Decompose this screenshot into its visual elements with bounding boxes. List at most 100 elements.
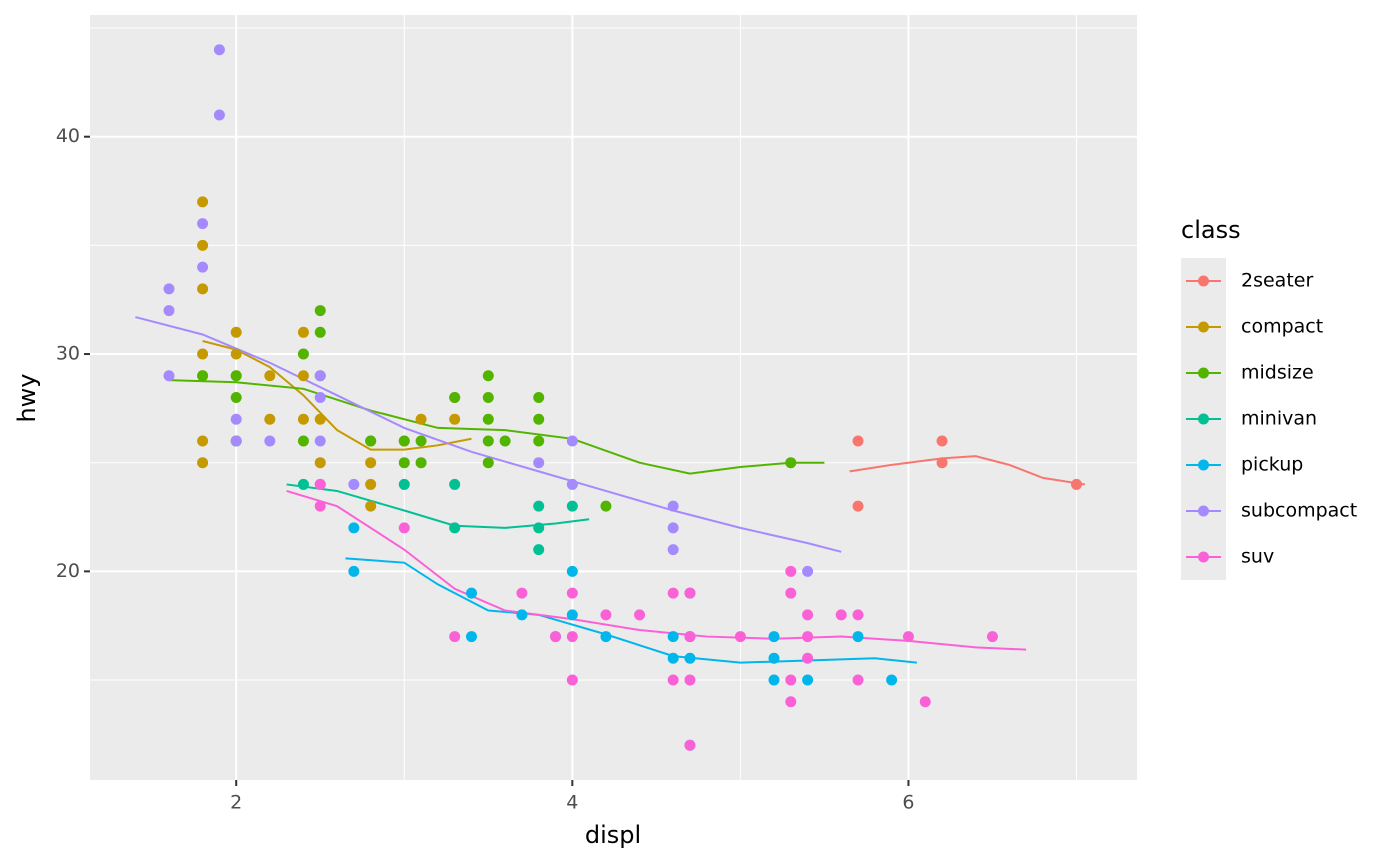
point [365,478,377,490]
point [449,631,461,643]
point [465,587,477,599]
point [415,457,427,469]
point [482,435,494,447]
point [533,500,545,512]
y-tick-label: 30 [56,343,80,365]
point [936,457,948,469]
point [449,522,461,534]
point [197,239,209,251]
x-tick-label: 6 [902,792,914,814]
legend-key-point [1198,413,1209,425]
point [516,609,528,621]
point [802,609,814,621]
point [566,565,578,577]
point [297,348,309,360]
point [919,696,931,708]
point [213,44,225,56]
point [314,500,326,512]
legend-title: class [1181,216,1241,244]
point [230,435,242,447]
legend-label: pickup [1241,454,1303,476]
point [734,631,746,643]
point [230,413,242,425]
point [230,348,242,360]
point [566,500,578,512]
point [902,631,914,643]
point [465,631,477,643]
legend-key-point [1198,321,1209,333]
point [533,392,545,403]
point [667,674,679,686]
point [482,370,494,382]
legend-label: minivan [1241,408,1317,430]
point [852,631,864,643]
point [415,435,427,447]
point [499,435,511,447]
point [802,652,814,664]
point [297,435,309,447]
y-tick-label: 40 [56,125,80,147]
point [667,587,679,599]
legend-label: compact [1241,316,1323,338]
point [566,674,578,686]
point [197,348,209,360]
point [684,674,696,686]
point [264,370,276,382]
point [566,435,578,447]
point [600,500,612,512]
point [314,435,326,447]
point [667,522,679,534]
point [314,305,326,317]
smooth-line [202,340,472,451]
point [634,609,646,621]
point [835,609,847,621]
point [600,609,612,621]
point [785,565,797,577]
x-axis-title: displ [585,821,641,849]
point [348,565,360,577]
point [667,652,679,664]
point [684,587,696,599]
point [213,109,225,121]
point [684,652,696,664]
point [684,631,696,643]
point [802,674,814,686]
point [365,457,377,469]
point [533,522,545,534]
point [398,478,410,490]
point [449,478,461,490]
point [936,435,948,447]
point [1070,478,1082,490]
legend-key-point [1198,275,1209,287]
point [348,478,360,490]
point [550,631,562,643]
point [886,674,898,686]
point [365,435,377,447]
point [533,457,545,469]
point [449,392,461,403]
point [667,500,679,512]
point [566,609,578,621]
panel [90,15,1137,780]
point [314,478,326,490]
point [802,565,814,577]
legend-label: subcompact [1241,500,1357,522]
point [348,522,360,534]
point [297,326,309,338]
legend-key-point [1198,367,1209,379]
point [264,435,276,447]
legend-key-point [1198,505,1209,517]
point [197,218,209,230]
point [566,478,578,490]
point [516,587,528,599]
point [314,457,326,469]
point [802,631,814,643]
point [533,544,545,556]
point [986,631,998,643]
point [600,631,612,643]
point [314,413,326,425]
point [230,326,242,338]
point [667,631,679,643]
point [684,739,696,751]
point [297,370,309,382]
